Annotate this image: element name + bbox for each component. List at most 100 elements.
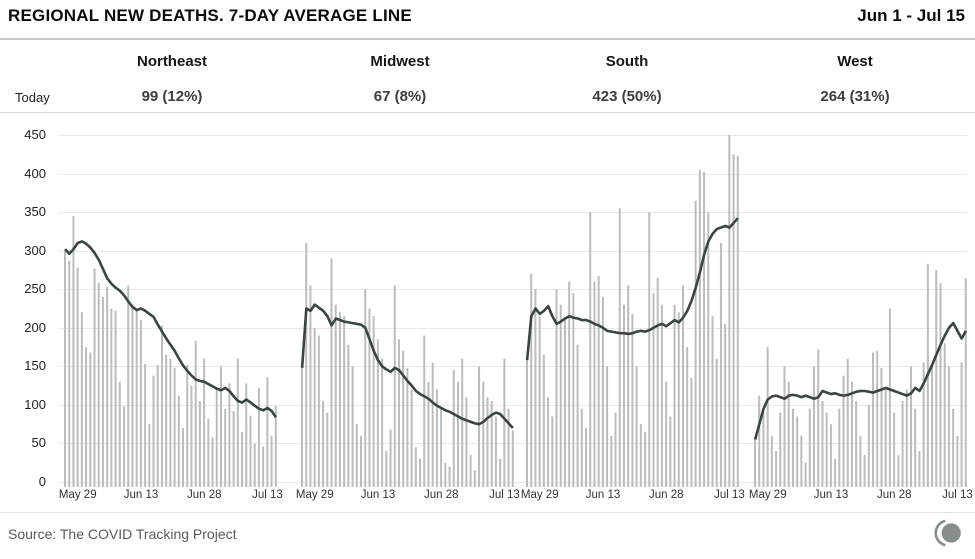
- chart-canvas-south: [525, 135, 739, 487]
- daily-bar: [351, 366, 354, 487]
- daily-bar: [414, 447, 417, 487]
- daily-bar: [507, 408, 510, 487]
- daily-bar: [241, 431, 244, 487]
- daily-bar: [427, 381, 430, 487]
- daily-bar: [863, 455, 866, 487]
- daily-bar: [165, 354, 168, 487]
- daily-bar: [169, 358, 172, 487]
- daily-bar: [203, 358, 206, 487]
- daily-bar: [736, 155, 739, 487]
- daily-bar: [872, 352, 875, 487]
- daily-bar: [364, 289, 367, 487]
- x-tick-label: Jun 13: [813, 489, 849, 501]
- daily-bar: [534, 289, 537, 487]
- daily-bar: [461, 358, 464, 487]
- x-tick-label: Jun 28: [186, 489, 222, 501]
- daily-bar: [855, 401, 858, 487]
- daily-bar: [589, 212, 592, 487]
- avg7-line-west: [753, 321, 968, 440]
- daily-bar: [660, 304, 663, 487]
- daily-bar: [669, 416, 672, 487]
- daily-bar: [547, 397, 550, 487]
- y-tick-label-400: 400: [24, 165, 46, 181]
- daily-bar: [580, 408, 583, 487]
- y-tick-label-50: 50: [31, 435, 46, 451]
- x-tick-label: May 29: [295, 489, 334, 501]
- daily-bar: [952, 408, 955, 487]
- daily-bar: [338, 312, 341, 487]
- daily-bar: [880, 367, 883, 487]
- daily-bar: [732, 154, 735, 487]
- daily-bar: [681, 285, 684, 487]
- daily-bar: [93, 268, 96, 487]
- daily-bar: [800, 435, 803, 487]
- today-value-midwest: 67 (8%): [373, 88, 427, 105]
- region-header-west: West: [837, 53, 873, 70]
- daily-bar: [585, 428, 588, 487]
- y-tick-label-150: 150: [24, 358, 46, 374]
- daily-bar: [787, 381, 790, 487]
- daily-bar: [152, 375, 155, 487]
- daily-bar: [473, 470, 476, 487]
- daily-bar: [64, 250, 66, 487]
- divider-header: [0, 112, 975, 113]
- daily-bar: [829, 424, 832, 487]
- chart-panel-midwest: May 29 Jun 13 Jun 28 Jul 13: [296, 135, 520, 501]
- daily-bar: [922, 362, 925, 487]
- daily-bar: [177, 395, 180, 487]
- daily-bar: [326, 412, 329, 487]
- daily-bar: [219, 366, 222, 487]
- daily-bar: [465, 397, 468, 487]
- daily-bar: [393, 285, 396, 487]
- daily-bar: [440, 408, 443, 487]
- covid-tracking-project-logo-icon: [932, 517, 966, 554]
- daily-bar: [406, 367, 409, 487]
- daily-bar: [397, 339, 400, 487]
- today-value-west: 264 (31%): [820, 88, 890, 105]
- gridline-150: [58, 366, 967, 368]
- x-tick-label: Jun 28: [423, 489, 459, 501]
- daily-bar: [715, 358, 718, 487]
- daily-bar: [724, 323, 727, 487]
- daily-bar: [511, 430, 514, 487]
- daily-bar: [703, 172, 706, 487]
- region-header-northeast: Northeast: [136, 53, 207, 70]
- daily-bar: [452, 370, 455, 487]
- daily-bar: [194, 340, 197, 487]
- daily-bar: [775, 451, 778, 487]
- daily-bar: [402, 350, 405, 487]
- daily-bar: [106, 286, 109, 487]
- daily-bar: [410, 389, 413, 487]
- daily-bar: [305, 242, 308, 487]
- y-tick-label-0: 0: [38, 474, 46, 489]
- divider-footer: [0, 512, 975, 513]
- daily-bar: [68, 260, 71, 487]
- daily-bar: [423, 335, 426, 487]
- daily-bar: [110, 308, 113, 487]
- daily-bar: [597, 276, 600, 487]
- daily-bar: [568, 281, 571, 487]
- daily-bar: [490, 401, 493, 487]
- today-value-south: 423 (50%): [592, 88, 662, 105]
- daily-bar: [635, 366, 638, 487]
- daily-bar: [804, 462, 807, 487]
- daily-bar: [888, 308, 891, 487]
- today-value-northeast: 99 (12%): [141, 88, 203, 105]
- daily-bar: [486, 397, 489, 487]
- daily-bar: [555, 289, 558, 487]
- daily-bar: [707, 212, 710, 487]
- gridline-200: [58, 327, 967, 329]
- daily-bar: [101, 296, 104, 487]
- daily-bar: [909, 366, 912, 487]
- daily-bar: [198, 401, 201, 487]
- daily-bar: [859, 435, 862, 487]
- date-range-label: Jun 1 - Jul 15: [857, 6, 965, 25]
- daily-bar: [779, 412, 782, 487]
- daily-bar: [614, 412, 617, 487]
- daily-bar: [766, 347, 769, 487]
- daily-bar: [956, 435, 959, 487]
- daily-bar: [610, 435, 613, 487]
- daily-bar: [207, 418, 210, 487]
- daily-bar: [224, 408, 227, 487]
- daily-bar: [686, 347, 689, 487]
